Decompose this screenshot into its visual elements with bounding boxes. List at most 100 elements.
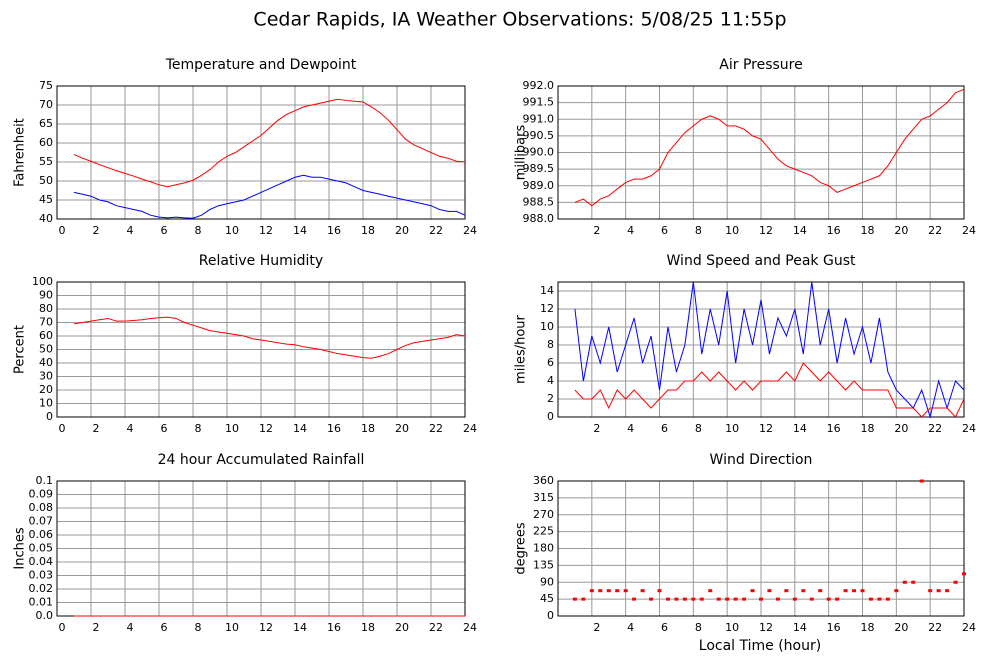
y-tick-label: 270 xyxy=(533,508,554,521)
y-tick-label: 991.0 xyxy=(523,112,555,125)
y-tick-label: 0.09 xyxy=(29,488,54,501)
data-point xyxy=(843,589,848,593)
data-point xyxy=(733,597,738,601)
data-point xyxy=(894,589,899,593)
data-point xyxy=(953,580,958,584)
page-title: Cedar Rapids, IA Weather Observations: 5… xyxy=(253,9,786,31)
x-tick-label: 22 xyxy=(928,621,942,634)
y-tick-label: 50 xyxy=(39,174,53,187)
x-tick-label: 18 xyxy=(361,621,375,634)
y-tick-label: 65 xyxy=(39,117,53,130)
x-tick-label: 12 xyxy=(759,422,773,435)
x-tick-label: 8 xyxy=(195,422,202,435)
data-point xyxy=(826,597,831,601)
data-point xyxy=(691,597,696,601)
x-tick-label: 4 xyxy=(627,621,634,634)
x-tick-label: 18 xyxy=(361,422,375,435)
data-line xyxy=(574,88,965,207)
data-point xyxy=(945,589,950,593)
data-point xyxy=(598,589,603,593)
data-point xyxy=(835,597,840,601)
x-tick-label: 16 xyxy=(327,422,341,435)
x-axis-label: Local Time (hour) xyxy=(699,638,821,654)
x-tick-label: 22 xyxy=(429,621,443,634)
x-tick-label: 20 xyxy=(395,422,409,435)
x-tick-label: 4 xyxy=(627,224,634,237)
y-tick-label: 20 xyxy=(39,383,53,396)
data-point xyxy=(767,589,772,593)
x-tick-label: 10 xyxy=(725,224,739,237)
x-tick-label: 16 xyxy=(827,224,841,237)
data-point xyxy=(632,597,637,601)
data-point xyxy=(572,597,577,601)
y-axis-label: millibars xyxy=(514,125,529,181)
data-point xyxy=(640,589,645,593)
y-tick-label: 0 xyxy=(46,410,53,423)
x-tick-label: 14 xyxy=(293,621,307,634)
x-tick-label: 10 xyxy=(225,224,239,237)
y-axis-label: Percent xyxy=(13,325,28,374)
data-point xyxy=(911,580,916,584)
data-point xyxy=(615,589,620,593)
x-tick-label: 14 xyxy=(793,224,807,237)
y-tick-label: 0.0 xyxy=(36,609,54,622)
y-tick-label: 988.0 xyxy=(523,212,555,225)
data-point xyxy=(606,589,611,593)
x-tick-label: 12 xyxy=(759,621,773,634)
y-tick-label: 180 xyxy=(533,542,554,555)
x-tick-label: 12 xyxy=(259,621,273,634)
x-tick-label: 12 xyxy=(759,224,773,237)
x-tick-label: 12 xyxy=(259,422,273,435)
data-point xyxy=(885,597,890,601)
data-point xyxy=(581,597,586,601)
y-tick-label: 80 xyxy=(39,302,53,315)
x-tick-label: 0 xyxy=(59,224,66,237)
x-tick-label: 8 xyxy=(695,224,702,237)
x-tick-label: 24 xyxy=(962,422,976,435)
y-tick-label: 990.5 xyxy=(523,129,555,142)
x-tick-label: 8 xyxy=(195,621,202,634)
x-tick-label: 18 xyxy=(861,621,875,634)
y-tick-label: 988.5 xyxy=(523,195,555,208)
y-tick-label: 8 xyxy=(547,338,554,351)
plot-frame xyxy=(56,85,466,220)
x-tick-label: 8 xyxy=(695,621,702,634)
y-tick-label: 315 xyxy=(533,491,554,504)
data-point xyxy=(877,597,882,601)
data-point xyxy=(708,589,713,593)
plot-frame xyxy=(557,480,965,617)
x-tick-label: 4 xyxy=(127,224,134,237)
x-tick-label: 14 xyxy=(293,224,307,237)
data-point xyxy=(818,589,823,593)
data-line xyxy=(73,174,466,219)
x-tick-label: 0 xyxy=(59,621,66,634)
x-tick-label: 6 xyxy=(661,224,668,237)
y-tick-label: 0.05 xyxy=(29,542,54,555)
y-tick-label: 30 xyxy=(39,370,53,383)
data-point xyxy=(725,597,730,601)
y-tick-label: 4 xyxy=(547,374,554,387)
data-point xyxy=(742,597,747,601)
y-tick-label: 70 xyxy=(39,98,53,111)
x-tick-label: 16 xyxy=(827,422,841,435)
y-tick-label: 10 xyxy=(540,320,554,333)
y-tick-label: 0.07 xyxy=(29,515,54,528)
x-tick-label: 24 xyxy=(962,621,976,634)
plot-frame xyxy=(557,85,965,220)
x-tick-label: 6 xyxy=(161,621,168,634)
x-tick-label: 2 xyxy=(593,224,600,237)
x-tick-label: 10 xyxy=(725,422,739,435)
data-point xyxy=(868,597,873,601)
x-tick-label: 24 xyxy=(463,422,477,435)
x-tick-label: 6 xyxy=(661,621,668,634)
data-point xyxy=(928,589,933,593)
x-tick-label: 0 xyxy=(59,422,66,435)
plot-frame xyxy=(557,281,965,418)
data-point xyxy=(792,597,797,601)
y-tick-label: 6 xyxy=(547,356,554,369)
x-tick-label: 24 xyxy=(962,224,976,237)
x-tick-label: 14 xyxy=(793,621,807,634)
y-tick-label: 14 xyxy=(540,284,554,297)
